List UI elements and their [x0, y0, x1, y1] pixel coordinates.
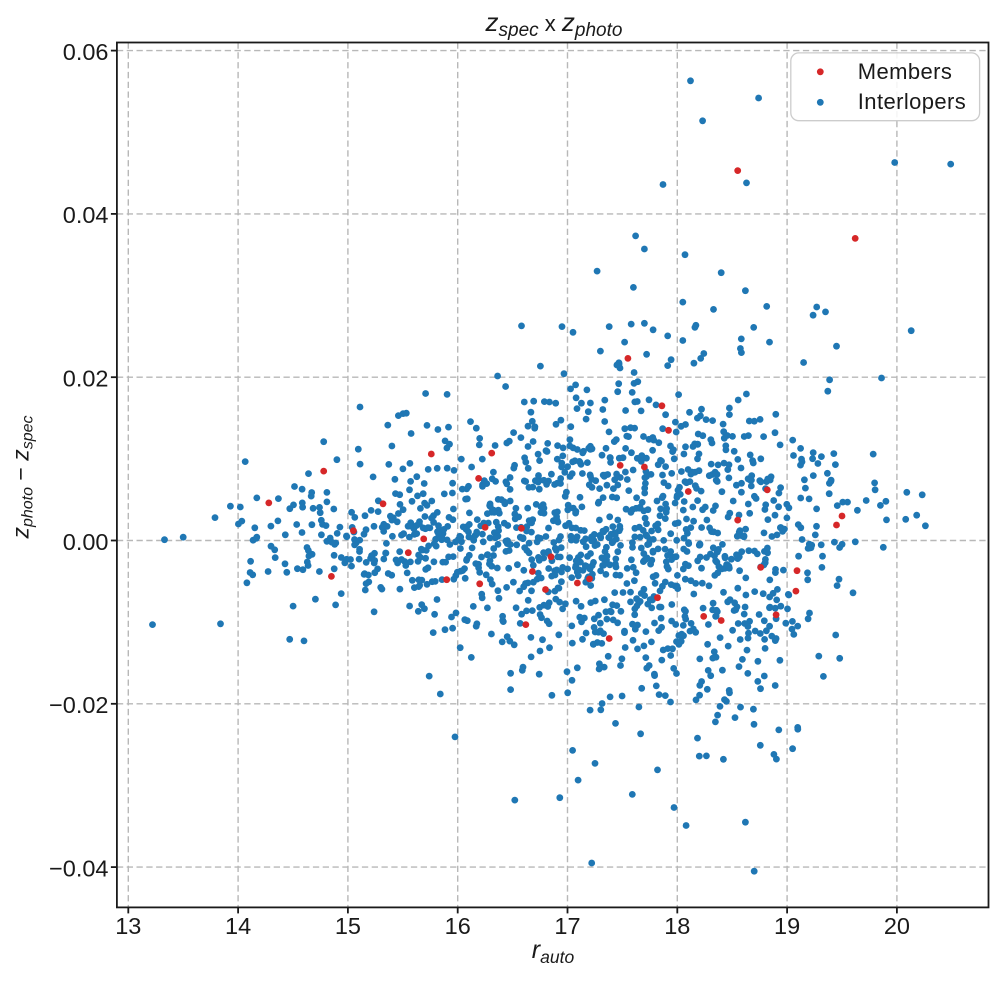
svg-text:19: 19: [774, 913, 800, 939]
svg-text:13: 13: [115, 913, 141, 939]
svg-text:18: 18: [664, 913, 690, 939]
svg-text:15: 15: [335, 913, 361, 939]
svg-text:Members: Members: [858, 59, 953, 84]
svg-text:0.02: 0.02: [63, 366, 109, 392]
svg-text:−0.02: −0.02: [49, 692, 108, 718]
svg-text:17: 17: [554, 913, 580, 939]
svg-text:16: 16: [445, 913, 471, 939]
svg-text:−0.04: −0.04: [49, 855, 108, 881]
svg-text:0.00: 0.00: [63, 529, 109, 555]
svg-text:14: 14: [225, 913, 251, 939]
svg-text:Interlopers: Interlopers: [858, 89, 966, 114]
svg-text:zphoto − zspec: zphoto − zspec: [8, 415, 37, 539]
svg-text:20: 20: [884, 913, 910, 939]
svg-text:0.06: 0.06: [63, 39, 109, 65]
svg-text:0.04: 0.04: [63, 202, 109, 228]
